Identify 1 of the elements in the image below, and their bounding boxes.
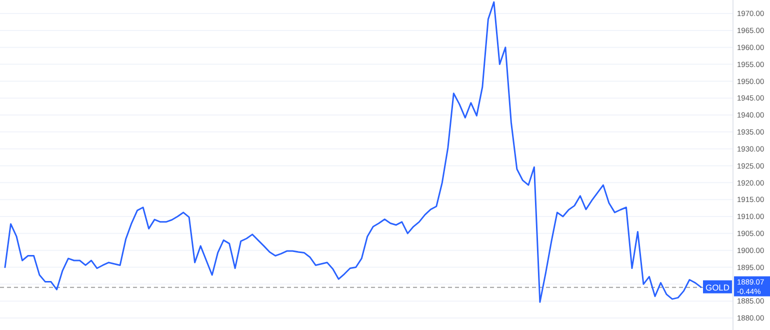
text: GOLD <box>705 282 730 292</box>
